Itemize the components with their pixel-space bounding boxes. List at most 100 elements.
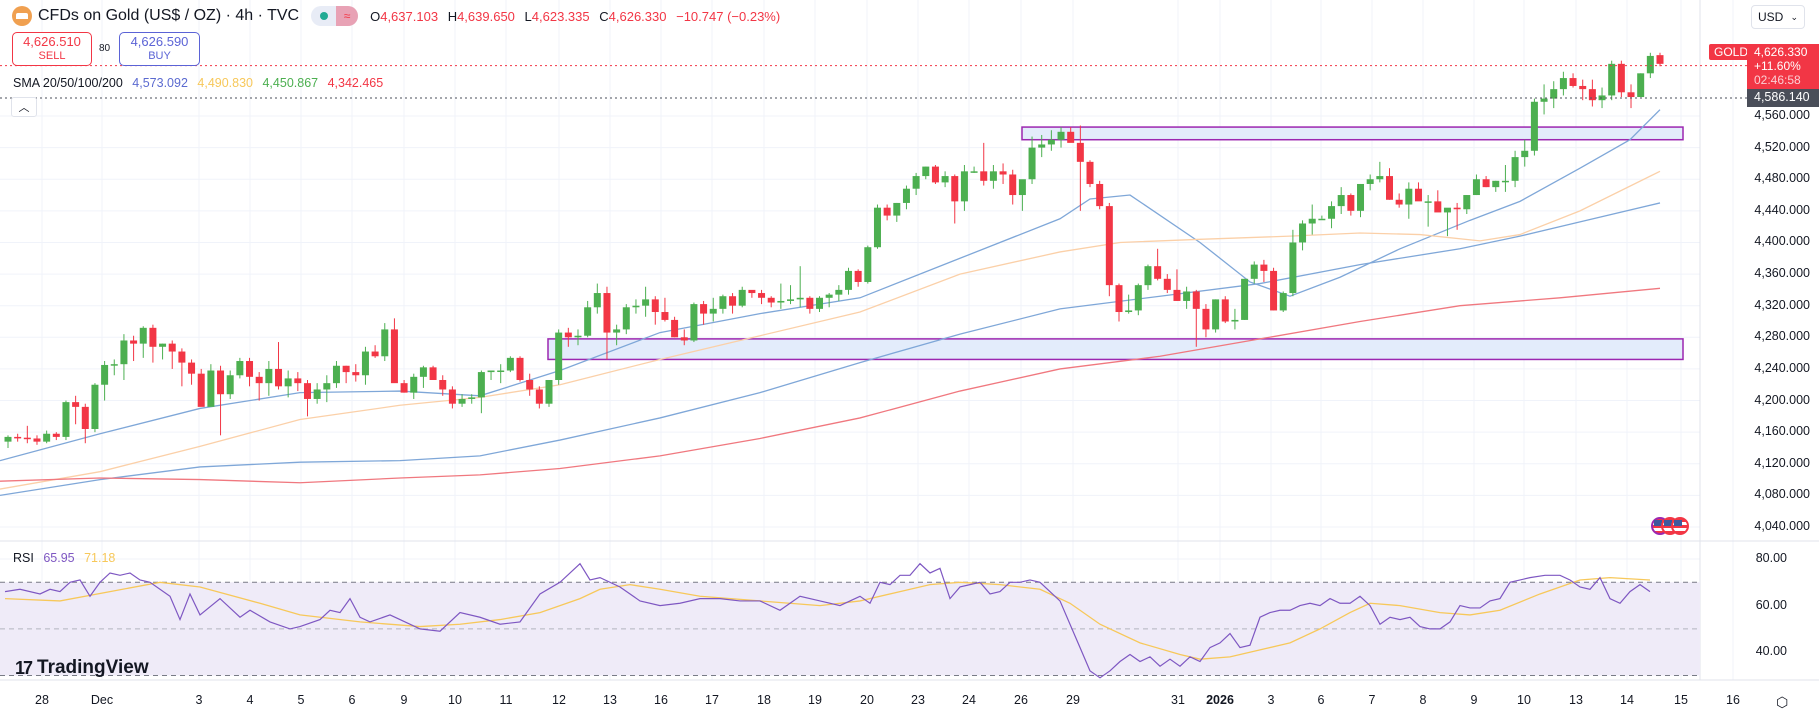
buy-label: BUY [148, 50, 171, 62]
sell-price: 4,626.510 [23, 34, 81, 49]
candles [4, 52, 1664, 448]
sma200-line [0, 287, 1661, 484]
time-axis-label: 16 [1726, 693, 1740, 707]
price-change: −10.747 (−0.23%) [676, 8, 781, 24]
price-axis-label: 4,120.000 [1754, 455, 1810, 470]
rsi-label: RSI [13, 551, 34, 565]
time-axis-label: 3 [1267, 693, 1275, 707]
tradingview-logo[interactable]: 17 TradingView [15, 657, 149, 679]
settings-hexagon-icon: ⬡ [1776, 694, 1789, 710]
delayed-data-icon: ≈ [336, 6, 359, 26]
time-axis-label: 29 [1066, 693, 1080, 707]
prev-close-label: 4,586.140 [1747, 89, 1819, 107]
time-axis-label: 23 [911, 693, 925, 707]
time-axis-label: 12 [552, 693, 566, 707]
time-axis-label: 4 [246, 693, 254, 707]
time-axis-label: 15 [1674, 693, 1688, 707]
time-axis-label: 28 [35, 693, 49, 707]
time-axis-label: 11 [499, 693, 513, 707]
time-axis-label: 18 [757, 693, 771, 707]
price-axis-label: 4,240.000 [1754, 360, 1810, 375]
resistance-zone[interactable] [1021, 126, 1684, 141]
time-axis-label: 10 [1517, 693, 1531, 707]
sma200-value: 4,342.465 [327, 76, 384, 90]
time-axis-label: 17 [705, 693, 719, 707]
sell-button[interactable]: 4,626.510 SELL [12, 32, 92, 66]
time-axis-label: 24 [962, 693, 976, 707]
price-axis-label: 4,040.000 [1754, 519, 1810, 533]
time-axis-label: Dec [90, 693, 114, 707]
rsi-legend[interactable]: RSI 65.95 71.18 [13, 551, 121, 565]
chevron-up-icon: ︿ [18, 102, 30, 114]
symbol-header: CFDs on Gold (US$ / OZ) · 4h · TVC ≈ O4,… [12, 6, 786, 26]
bar-countdown: 02:46:58 [1754, 73, 1801, 87]
time-axis-label: 19 [808, 693, 822, 707]
price-axis-label: 4,280.000 [1754, 329, 1810, 344]
high-value: 4,639.650 [457, 8, 515, 24]
spread-value: 80 [99, 43, 111, 54]
low-key: L [524, 8, 532, 24]
price-axis-label: 4,520.000 [1754, 139, 1810, 154]
ohlc-values: O4,637.103 H4,639.650 L4,623.335 C4,626.… [370, 9, 786, 24]
price-axis-label: 4,440.000 [1754, 202, 1810, 217]
sma20-line [0, 109, 1661, 462]
price-axis-label: 4,560.000 [1754, 108, 1810, 122]
time-axis-label: 3 [195, 693, 203, 707]
chevron-down-icon: ⌄ [1790, 11, 1798, 22]
last-price: 4,626.330 [1754, 45, 1808, 59]
time-axis-label: 7 [1368, 693, 1376, 707]
time-axis-label: 13 [1569, 693, 1583, 707]
close-key: C [599, 8, 609, 24]
market-open-dot-icon [320, 12, 329, 20]
time-axis-label: 16 [654, 693, 668, 707]
currency-select[interactable]: USD ⌄ [1751, 5, 1805, 29]
rsi-line [4, 562, 1651, 679]
time-axis-label: 31 [1171, 693, 1185, 707]
time-axis-label: 8 [1419, 693, 1427, 707]
buy-button[interactable]: 4,626.590 BUY [119, 32, 200, 66]
market-status-pill[interactable]: ≈ [311, 6, 359, 26]
rsi-ma-value: 71.18 [84, 551, 116, 565]
time-axis-label: 2026 [1206, 693, 1234, 707]
buy-price: 4,626.590 [130, 34, 189, 49]
rsi-axis-label: 80.00 [1755, 551, 1787, 565]
grid [0, 0, 1734, 680]
time-axis-label: 10 [448, 693, 462, 707]
time-axis-label: 14 [1620, 693, 1634, 707]
sma20-value: 4,573.092 [132, 76, 188, 90]
price-axis-label: 4,160.000 [1754, 424, 1810, 439]
economic-events[interactable] [1651, 517, 1689, 535]
price-axis-label: 4,200.000 [1754, 392, 1810, 407]
rsi-axis-label: 60.00 [1755, 597, 1787, 612]
time-axis-label: 20 [860, 693, 874, 707]
last-change: +11.60% [1754, 59, 1801, 73]
chart-settings-button[interactable]: ⬡ [1776, 694, 1788, 711]
high-key: H [447, 8, 458, 24]
gold-symbol-logo-icon [12, 6, 32, 26]
price-axis-label: 4,080.000 [1754, 487, 1810, 502]
sma-legend[interactable]: SMA 20/50/100/200 4,573.092 4,490.830 4,… [13, 76, 389, 90]
open-value: 4,637.103 [380, 8, 439, 24]
sell-label: SELL [38, 50, 66, 62]
sma-label: SMA 20/50/100/200 [13, 76, 123, 90]
sma50-line [0, 170, 1661, 490]
time-axis-label: 9 [400, 693, 408, 707]
support-zone[interactable] [547, 338, 1684, 361]
price-axis-label: 4,400.000 [1754, 234, 1810, 249]
price-axis-label: 4,480.000 [1754, 171, 1810, 186]
tradingview-mark-icon: 17 [15, 657, 33, 678]
open-key: O [370, 8, 381, 24]
close-value: 4,626.330 [608, 8, 667, 24]
us-flag-icon[interactable] [1671, 517, 1689, 535]
symbol-title[interactable]: CFDs on Gold (US$ / OZ) · 4h · TVC [38, 7, 300, 24]
symbol-price-tag: GOLD [1709, 44, 1754, 60]
time-axis-label: 13 [603, 693, 617, 707]
collapse-legend-button[interactable]: ︿ [11, 97, 37, 117]
price-axis-label: 4,360.000 [1754, 266, 1810, 281]
currency-value: USD [1758, 10, 1784, 24]
price-axis-label: 4,320.000 [1754, 297, 1810, 312]
sma50-value: 4,490.830 [197, 76, 253, 90]
time-axis-label: 6 [348, 693, 356, 707]
rsi-axis-label: 40.00 [1755, 644, 1787, 659]
